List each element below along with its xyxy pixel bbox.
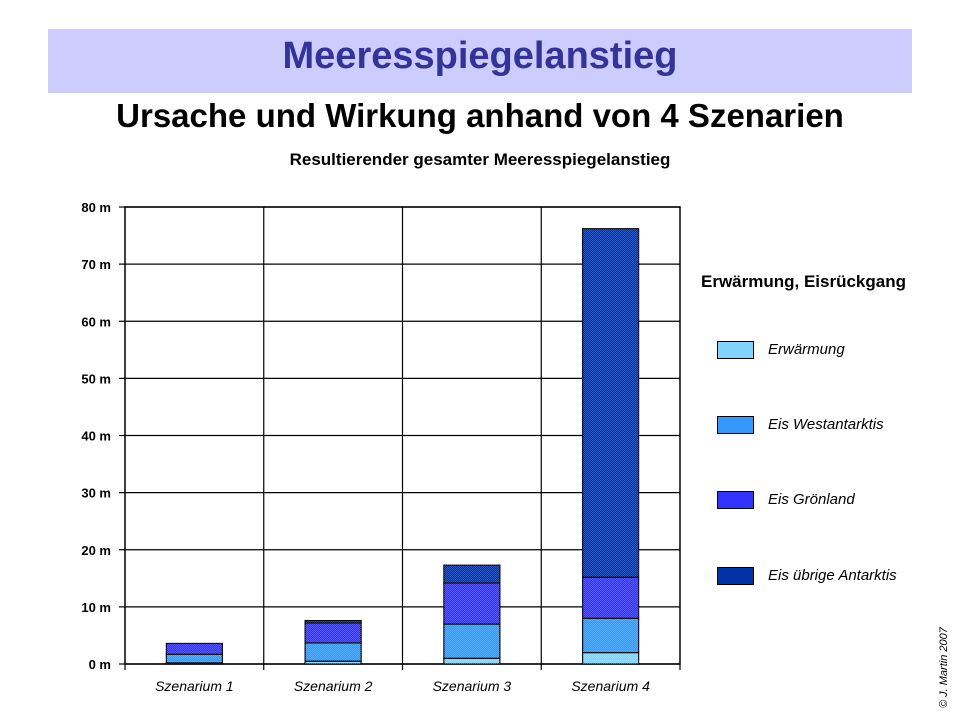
- y-tick-label: 20 m: [81, 543, 111, 558]
- y-tick-label: 50 m: [81, 371, 111, 386]
- legend-title: Erwärmung, Eisrückgang: [701, 272, 906, 291]
- bar-stack: [165, 642, 223, 665]
- x-category-label: Szenarium 1: [155, 678, 234, 694]
- bar-stack: [304, 619, 362, 665]
- x-category-label: Szenarium 4: [571, 678, 650, 694]
- legend-swatch: [717, 341, 754, 359]
- legend-label: Eis Westantarktis: [768, 416, 884, 433]
- title-banner: Meeresspiegelanstieg: [48, 29, 912, 93]
- y-tick-label: 80 m: [81, 200, 111, 215]
- y-tick-label: 60 m: [81, 314, 111, 329]
- legend-swatch: [717, 491, 754, 509]
- legend-label: Eis Grönland: [768, 491, 855, 508]
- bar-stack: [443, 564, 501, 665]
- page-subtitle: Ursache und Wirkung anhand von 4 Szenari…: [116, 97, 844, 134]
- legend-swatch: [717, 416, 754, 434]
- y-tick-label: 30 m: [81, 486, 111, 501]
- legend-label: Eis übrige Antarktis: [768, 567, 897, 584]
- x-category-label: Szenarium 3: [433, 678, 512, 694]
- legend-label: Erwärmung: [768, 341, 845, 358]
- legend-swatch: [717, 567, 754, 585]
- y-tick-label: 0 m: [89, 657, 111, 672]
- chart-bars: [165, 228, 640, 665]
- y-tick-label: 70 m: [81, 257, 111, 272]
- bar-stack: [582, 228, 640, 665]
- page-title: Meeresspiegelanstieg: [282, 35, 678, 77]
- y-tick-label: 40 m: [81, 429, 111, 444]
- copyright-notice: © J. Martin 2007: [938, 627, 950, 708]
- x-category-label: Szenarium 2: [294, 678, 373, 694]
- chart-axes: 0 m 10 m 20 m 30 m 40 m 50 m 60 m 70 m 80 m Szena…: [81, 200, 681, 694]
- y-tick-label: 10 m: [81, 600, 111, 615]
- chart-title: Resultierender gesamter Meeresspiegelans…: [289, 150, 671, 169]
